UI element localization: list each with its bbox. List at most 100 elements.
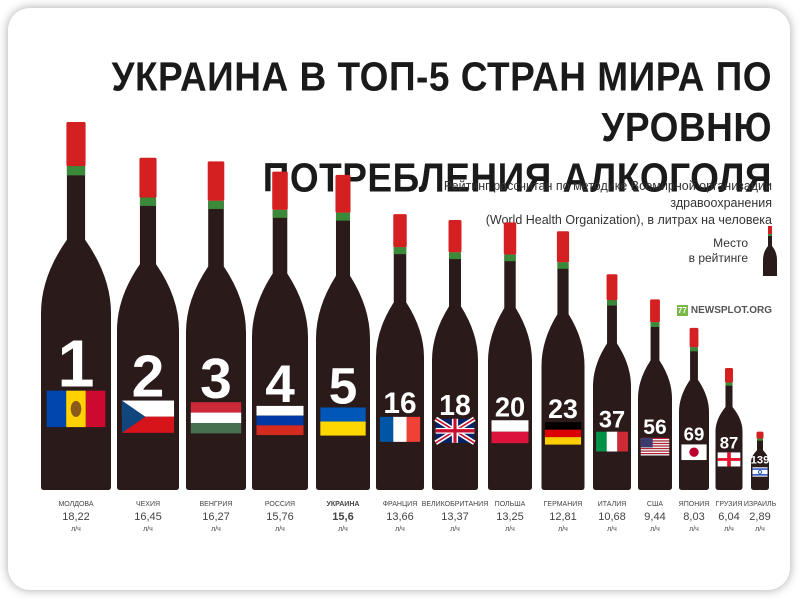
category-label: ПОЛЬША bbox=[495, 501, 526, 508]
bottle-body bbox=[252, 209, 308, 490]
bottle-neck-band bbox=[690, 347, 698, 352]
flag-france-icon bbox=[379, 416, 421, 442]
bottle-cap bbox=[139, 157, 157, 198]
value-label: 12,81 bbox=[549, 511, 577, 523]
unit-label: л/ч bbox=[338, 526, 348, 533]
bottle-cap bbox=[503, 222, 517, 255]
rank-label: 1 bbox=[58, 328, 95, 402]
unit-label: л/ч bbox=[689, 526, 699, 533]
unit-label: л/ч bbox=[755, 526, 765, 533]
subtitle: Рейтинг рассчитан по методике Всемирной … bbox=[352, 178, 772, 229]
category-label: ФРАНЦИЯ bbox=[383, 501, 418, 508]
flag-russia-icon bbox=[256, 405, 304, 436]
unit-label: л/ч bbox=[211, 526, 221, 533]
category-label: ВЕНГРИЯ bbox=[200, 501, 233, 508]
bottle-body bbox=[751, 438, 769, 490]
rank-label: 16 bbox=[383, 387, 416, 420]
bar-bottle: 3 bbox=[186, 161, 246, 490]
bar-bottle: 139 bbox=[751, 431, 769, 490]
value-label: 15,76 bbox=[266, 511, 294, 523]
bar-bottle: 1 bbox=[41, 122, 111, 490]
bottle-body bbox=[638, 322, 672, 490]
flag-ukraine-icon bbox=[320, 407, 366, 436]
flag-moldova-icon bbox=[46, 390, 106, 428]
rank-label: 37 bbox=[599, 408, 625, 434]
bar-bottle: 2 bbox=[117, 157, 179, 490]
bar-bottle: 18 bbox=[432, 219, 478, 490]
unit-label: л/ч bbox=[71, 526, 81, 533]
bottle-body bbox=[316, 212, 370, 491]
bottle-cap bbox=[606, 274, 618, 301]
bottle-neck-band bbox=[557, 262, 569, 269]
bottle-body bbox=[376, 247, 424, 490]
bottle-neck-band bbox=[393, 247, 407, 255]
category-label: ГЕРМАНИЯ bbox=[544, 501, 583, 508]
value-label: 13,25 bbox=[496, 511, 524, 523]
rank-label: 56 bbox=[643, 416, 666, 439]
bottle-neck-band bbox=[208, 200, 224, 210]
category-label: МОЛДОВА bbox=[58, 501, 93, 508]
value-label: 6,04 bbox=[718, 511, 739, 523]
rank-label: 4 bbox=[265, 355, 295, 414]
bottle-neck-band bbox=[757, 438, 763, 441]
subtitle-line-2: (World Health Organization), в литрах на… bbox=[485, 213, 772, 227]
bottle-neck-band bbox=[272, 209, 288, 218]
flag-israel-icon bbox=[752, 467, 768, 477]
bar-bottle: 69 bbox=[679, 327, 709, 490]
rank-legend-label: Место в рейтинге bbox=[668, 236, 748, 266]
value-label: 16,27 bbox=[202, 511, 230, 523]
brand-icon: 77 bbox=[676, 305, 688, 316]
bar-bottle: 4 bbox=[252, 171, 308, 490]
bottle-cap bbox=[272, 171, 288, 210]
rank-legend-line-1: Место bbox=[713, 236, 748, 250]
category-label: ГРУЗИЯ bbox=[716, 501, 743, 508]
bottle-neck-band bbox=[449, 252, 461, 260]
flag-uk-icon bbox=[434, 416, 476, 445]
bottle-neck-band bbox=[607, 300, 617, 306]
rank-label: 87 bbox=[720, 433, 739, 452]
brand-logo[interactable]: 77 NEWSPLOT.ORG bbox=[676, 305, 772, 316]
value-label: 15,6 bbox=[332, 511, 353, 523]
brand-name: NEWSPLOT.ORG bbox=[690, 305, 772, 316]
flag-czech-icon bbox=[121, 400, 175, 433]
bottle-neck-band bbox=[139, 197, 157, 206]
bottle-body bbox=[432, 252, 478, 490]
value-label: 9,44 bbox=[644, 511, 665, 523]
bottle-body bbox=[679, 347, 709, 490]
unit-label: л/ч bbox=[395, 526, 405, 533]
bottle-neck-band bbox=[335, 212, 351, 221]
bar-bottle: 5 bbox=[316, 174, 370, 491]
category-label: ИЗРАИЛЬ bbox=[744, 501, 777, 508]
bottle-cap bbox=[556, 231, 570, 263]
rank-label: 69 bbox=[684, 423, 705, 444]
category-label: США bbox=[647, 501, 663, 508]
value-label: 16,45 bbox=[134, 511, 162, 523]
bottle-cap bbox=[207, 161, 225, 201]
unit-label: л/ч bbox=[143, 526, 153, 533]
flag-usa-icon bbox=[640, 437, 670, 456]
bottle-icon bbox=[763, 226, 777, 276]
bar-bottle: 56 bbox=[638, 299, 672, 490]
value-label: 10,68 bbox=[598, 511, 626, 523]
bar-bottle: 16 bbox=[376, 214, 424, 490]
bottle-cap bbox=[448, 219, 462, 253]
rank-label: 2 bbox=[132, 345, 165, 410]
bar-bottle: 87 bbox=[715, 368, 743, 490]
category-label: РОССИЯ bbox=[265, 501, 295, 508]
rank-legend-line-2: в рейтинге bbox=[688, 251, 748, 265]
rank-label: 18 bbox=[439, 390, 471, 422]
subtitle-line-1: Рейтинг рассчитан по методике Всемирной … bbox=[443, 179, 772, 210]
bottle-cap bbox=[66, 122, 86, 167]
flag-japan-icon bbox=[681, 444, 707, 461]
unit-label: л/ч bbox=[505, 526, 515, 533]
unit-label: л/ч bbox=[450, 526, 460, 533]
unit-label: л/ч bbox=[607, 526, 617, 533]
rank-label: 23 bbox=[548, 394, 578, 424]
rank-label: 5 bbox=[329, 357, 358, 414]
category-label: ЯПОНИЯ bbox=[679, 501, 710, 508]
category-label: ЧЕХИЯ bbox=[136, 501, 160, 508]
category-label: ИТАЛИЯ bbox=[598, 501, 627, 508]
bottle-neck-band bbox=[650, 322, 660, 327]
flag-hungary-icon bbox=[190, 402, 242, 434]
rank-label: 3 bbox=[200, 347, 232, 411]
